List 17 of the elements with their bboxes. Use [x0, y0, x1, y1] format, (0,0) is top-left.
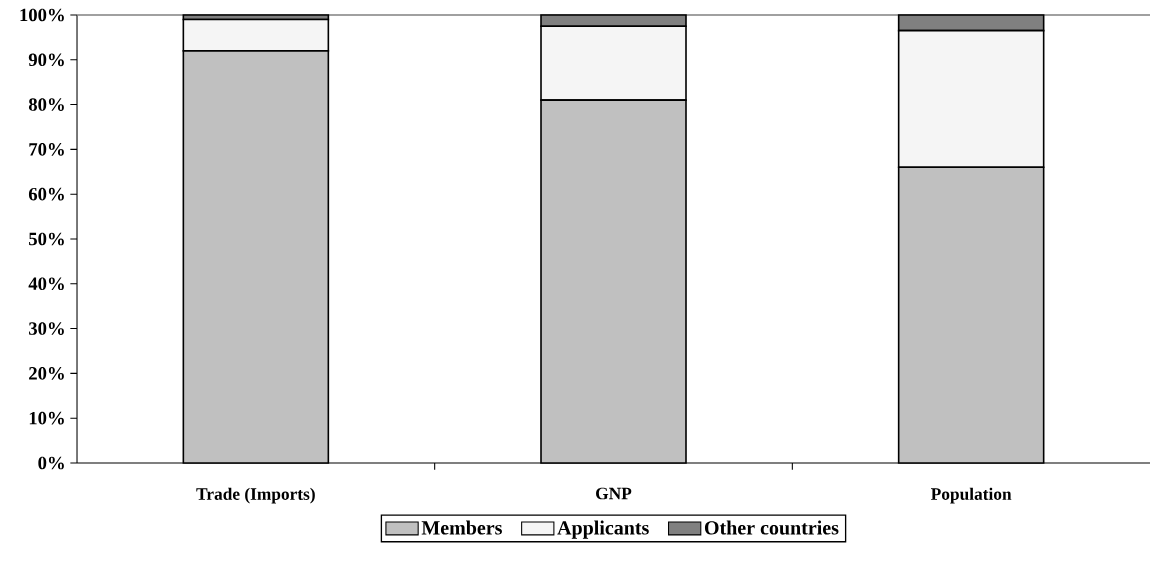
y-tick-label: 90% — [28, 53, 64, 67]
legend-label: Other countries — [704, 520, 839, 535]
x-tick-label: GNP — [596, 487, 632, 500]
y-tick-label: 70% — [29, 143, 64, 156]
y-tick-label: 10% — [29, 411, 64, 425]
legend-label: Members — [421, 520, 502, 535]
y-tick-label: 50% — [29, 232, 64, 246]
y-tick-label: 100% — [20, 8, 64, 22]
x-tick-label: Trade (Imports) — [196, 487, 315, 504]
y-tick-label: 0% — [38, 456, 64, 470]
y-tick-label: 30% — [29, 322, 64, 335]
x-tick-label: Population — [931, 487, 1012, 504]
legend-label: Applicants — [557, 520, 649, 539]
y-tick-label: 40% — [28, 277, 64, 291]
y-tick-label: 60% — [28, 187, 64, 201]
y-tick-label: 20% — [29, 367, 64, 380]
y-tick-label: 80% — [28, 98, 64, 111]
